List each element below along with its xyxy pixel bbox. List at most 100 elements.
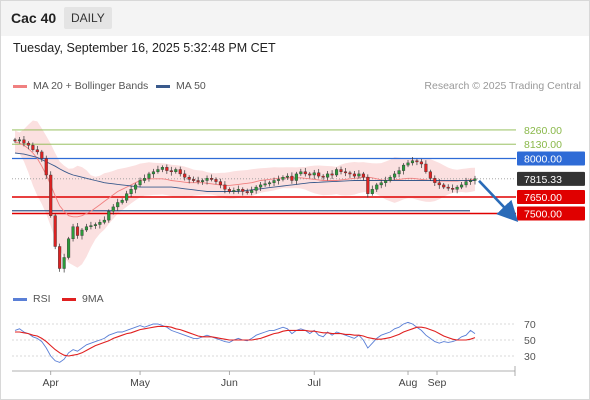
candle [218, 181, 222, 186]
candle [183, 173, 187, 178]
candle [178, 169, 182, 175]
candle [406, 162, 410, 166]
candle [326, 173, 330, 178]
candle [268, 182, 272, 185]
candle [339, 169, 343, 172]
candle [26, 142, 30, 146]
candle [169, 170, 173, 173]
legend-bollinger[interactable]: MA 20 + Bollinger Bands [13, 80, 148, 92]
candle [80, 229, 84, 236]
candle [352, 173, 356, 177]
price-panel: 8260.00 8130.00 8000.00 7815.33 7650.00 7500.… [12, 120, 585, 273]
candle [321, 175, 325, 178]
candle [102, 219, 106, 223]
ma50-swatch [156, 84, 170, 88]
candle [276, 179, 281, 181]
rsi-swatch [13, 297, 27, 301]
candle [375, 184, 379, 190]
candle [317, 172, 321, 177]
candle [13, 139, 17, 142]
rsi-ma-line [15, 325, 476, 357]
candle [468, 180, 473, 182]
legend-ma50-label: MA 50 [176, 80, 206, 92]
candle [22, 139, 26, 144]
candle [464, 181, 468, 186]
candle [285, 175, 289, 178]
candle [53, 215, 57, 247]
candle [214, 179, 218, 182]
candle [410, 160, 415, 164]
bollinger-band-area [15, 120, 475, 268]
candle [187, 176, 191, 180]
candle [366, 176, 370, 194]
candle [451, 187, 455, 190]
candle [196, 180, 200, 182]
candle [147, 173, 151, 179]
rsi-tick-label: 30 [524, 351, 536, 363]
level-label-4: 7650.00 [524, 192, 562, 204]
candle [35, 149, 39, 153]
candle [299, 171, 303, 175]
period-tab[interactable]: DAILY [64, 7, 112, 29]
candle [44, 158, 48, 176]
level-label-3: 7815.33 [524, 174, 562, 186]
level-label-2: 8000.00 [524, 154, 562, 166]
candle [98, 222, 102, 225]
candle [209, 178, 214, 180]
rsi-tick-label: 70 [524, 319, 536, 331]
candle [437, 182, 441, 186]
candle [201, 180, 205, 182]
candle [455, 186, 459, 190]
timestamp: Tuesday, September 16, 2025 5:32:48 PM C… [13, 41, 276, 55]
legend-rsi[interactable]: RSI [13, 293, 51, 305]
legend-ma50[interactable]: MA 50 [156, 80, 206, 92]
candle [335, 169, 339, 176]
candle [397, 170, 401, 175]
candle [205, 178, 209, 181]
rsi-background [12, 312, 515, 368]
candle [75, 226, 80, 236]
x-tick-label: Jul [308, 377, 321, 389]
candle [361, 173, 365, 178]
level-label-box-3 [517, 171, 585, 186]
candle [232, 190, 236, 192]
level-label-0: 8260.00 [524, 125, 562, 137]
legend-rsi-ma[interactable]: 9MA [62, 293, 104, 305]
candle [125, 193, 129, 201]
candle [312, 172, 316, 176]
x-tick-label: Jun [221, 377, 238, 389]
research-credit: Research © 2025 Trading Central [424, 80, 581, 92]
candle [67, 238, 71, 258]
candle [446, 186, 450, 189]
candle [254, 186, 258, 191]
candle [236, 189, 240, 191]
symbol-title: Cac 40 [11, 10, 57, 26]
candle [134, 184, 138, 190]
candle [379, 182, 383, 186]
candle [330, 173, 334, 176]
rsi-tick-label: 50 [524, 335, 536, 347]
candle [308, 173, 312, 176]
bollinger-swatch [13, 84, 27, 88]
candle [415, 160, 419, 163]
level-label-box-2 [517, 151, 585, 166]
candle [62, 257, 66, 269]
candle [281, 176, 285, 180]
projection-arrow [478, 179, 519, 223]
candle [31, 145, 35, 150]
candle [303, 171, 307, 175]
level-label-box-5 [517, 206, 585, 221]
candle [272, 180, 276, 183]
x-tick-label: Aug [399, 377, 418, 389]
candle [71, 226, 75, 239]
x-tick-label: Sep [428, 377, 447, 389]
candle [473, 178, 477, 181]
candle [290, 175, 294, 181]
candle [84, 226, 89, 231]
candle [250, 190, 254, 193]
candle [107, 211, 111, 221]
rsi-ma-swatch [62, 297, 76, 301]
candle [384, 180, 388, 183]
candle [93, 224, 97, 226]
